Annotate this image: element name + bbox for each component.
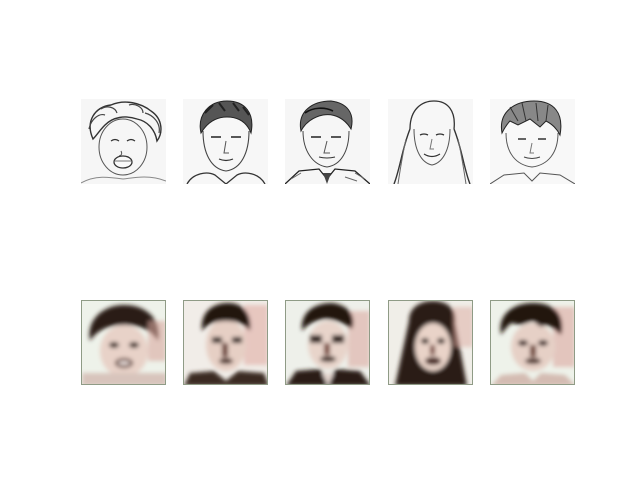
generated-face-4-image: [389, 301, 472, 384]
sketch-face-1: [81, 99, 166, 184]
sketch-face-3: [285, 99, 370, 184]
sketch-face-5: [490, 99, 575, 184]
sketch-face-1-drawing: [81, 99, 166, 184]
generated-face-5: [490, 300, 575, 385]
sketch-face-2-drawing: [183, 99, 268, 184]
generated-face-2-image: [184, 301, 267, 384]
generated-face-4: [388, 300, 473, 385]
sketch-face-2: [183, 99, 268, 184]
generated-face-1: [81, 300, 166, 385]
sketch-face-4: [388, 99, 473, 184]
generated-face-5-image: [491, 301, 574, 384]
sketch-face-5-drawing: [490, 99, 575, 184]
generated-face-3: [285, 300, 370, 385]
generated-face-1-image: [82, 301, 165, 384]
sketch-face-4-drawing: [388, 99, 473, 184]
generated-face-2: [183, 300, 268, 385]
sketch-face-3-drawing: [285, 99, 370, 184]
generated-face-3-image: [286, 301, 369, 384]
